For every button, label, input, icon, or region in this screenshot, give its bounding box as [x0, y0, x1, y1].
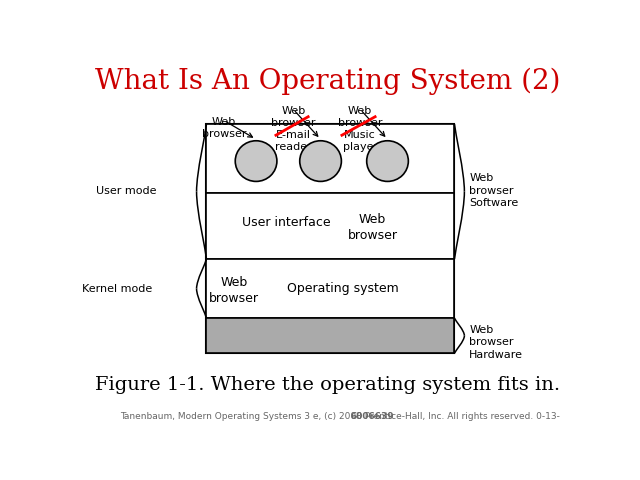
Ellipse shape: [300, 141, 341, 181]
Text: Web
browser
Music
player: Web browser Music player: [338, 106, 383, 152]
Bar: [207, 124, 454, 192]
Text: Web
browser: Web browser: [209, 276, 259, 305]
Text: Web
browser: Web browser: [348, 213, 397, 242]
Text: Web
browser
E-mail
reader: Web browser E-mail reader: [271, 106, 316, 152]
Bar: [207, 192, 454, 259]
Text: Tanenbaum, Modern Operating Systems 3 e, (c) 2008 Prentice-Hall, Inc. All rights: Tanenbaum, Modern Operating Systems 3 e,…: [120, 412, 559, 421]
Text: Web
browser
Software: Web browser Software: [469, 173, 518, 208]
Bar: [207, 318, 454, 353]
Text: 6006639: 6006639: [351, 412, 394, 421]
Ellipse shape: [367, 141, 408, 181]
Text: Operating system: Operating system: [287, 282, 399, 295]
Bar: [207, 259, 454, 318]
Text: Kernel mode: Kernel mode: [82, 284, 152, 294]
Text: What Is An Operating System (2): What Is An Operating System (2): [95, 68, 561, 96]
Ellipse shape: [236, 141, 277, 181]
Text: Web
browser: Web browser: [202, 117, 246, 139]
Text: Figure 1-1. Where the operating system fits in.: Figure 1-1. Where the operating system f…: [95, 376, 561, 394]
Text: User interface: User interface: [241, 216, 330, 228]
Text: User mode: User mode: [97, 186, 157, 196]
Bar: [207, 124, 454, 353]
Text: Web
browser
Hardware: Web browser Hardware: [469, 325, 524, 360]
